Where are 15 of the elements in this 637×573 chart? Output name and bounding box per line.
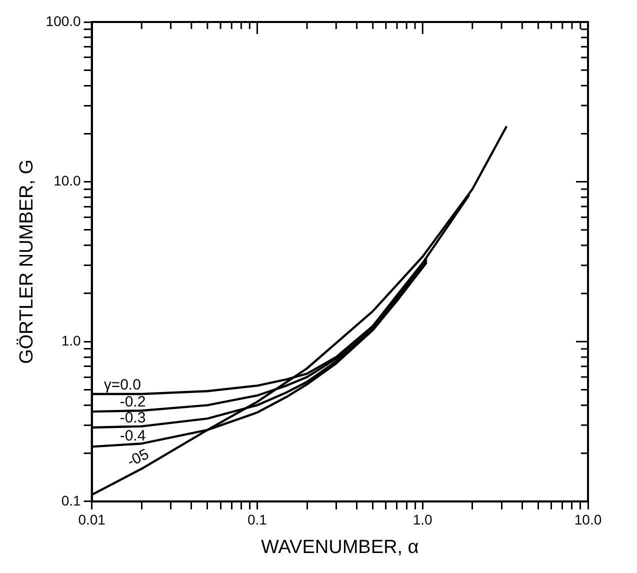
series-label: -0.4 [120, 428, 146, 445]
x-tick-label: 10.0 [574, 512, 602, 528]
text: -05 [124, 446, 152, 470]
y-tick-label: 10.0 [54, 172, 82, 189]
x-tick-label: 0.1 [247, 512, 268, 528]
x-tick-label: 0.01 [78, 512, 106, 528]
y-tick-label: 100.0 [46, 12, 82, 29]
series-label: -0.3 [120, 409, 146, 426]
y-tick-label: 0.1 [61, 492, 82, 508]
x-axis-title: WAVENUMBER, α [261, 536, 419, 558]
y-tick-label: 1.0 [61, 332, 82, 348]
y-axis-title: GÖRTLER NUMBER, G [16, 159, 38, 364]
x-tick-label: 1.0 [412, 512, 433, 528]
series-label: -0.2 [120, 394, 146, 411]
series-label: γ=0.0 [104, 376, 141, 394]
